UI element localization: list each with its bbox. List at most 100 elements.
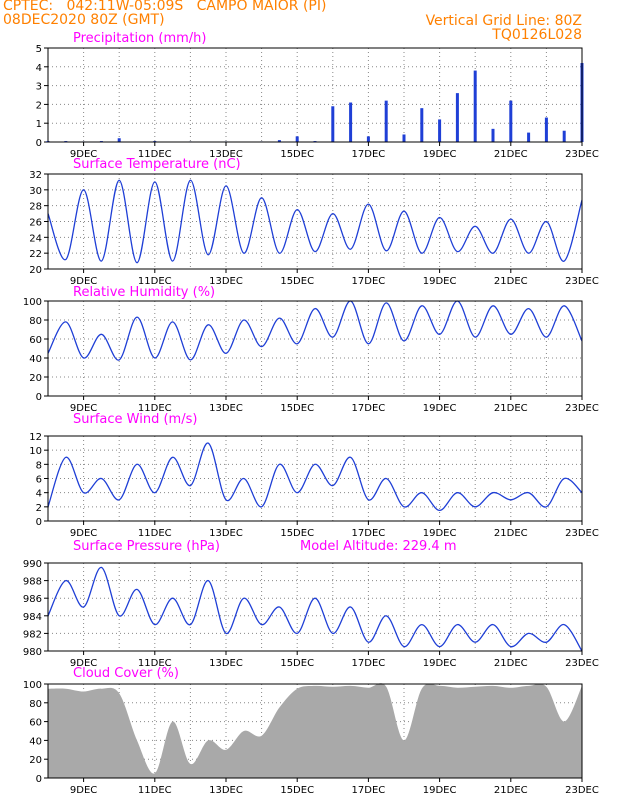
precip-ytick-label: 5 [36,44,42,55]
pressure-xtick-label: 9DEC [70,658,97,669]
rh-frame [47,300,583,397]
precip-ytick-label: 2 [36,100,42,111]
temp-ytick-label: 28 [29,202,42,213]
precip-title: Precipitation (mm/h) [73,31,206,46]
precip-bar [438,119,442,142]
rh-xtick-label: 17DEC [352,403,386,414]
rh-ytick-label: 60 [29,335,42,346]
rh-xtick-label: 13DEC [209,403,243,414]
temp-xtick-label: 15DEC [280,276,314,287]
precip-xtick-label: 13DEC [209,149,243,160]
rh-xtick-label: 9DEC [70,403,97,414]
temp-title: Surface Temperature (nC) [73,157,241,172]
pressure-line [47,566,583,652]
wind-ytick-label: 2 [36,503,42,514]
precip-bar [384,100,388,142]
pressure-ytick-label: 984 [23,612,42,623]
pressure-panel: Surface Pressure (hPa) Model Altitude: 22… [23,539,599,669]
precip-bar [473,70,477,142]
precip-bar [366,136,370,142]
precip-xtick-label: 9DEC [70,149,97,160]
precip-bar [455,93,459,142]
cloud-ytick-label: 0 [36,774,42,785]
precip-xtick-label: 17DEC [352,149,386,160]
header-run-time: 08DEC2020 80Z (GMT) [3,12,165,28]
temp-ytick-label: 32 [29,170,42,181]
cloud-xtick-label: 19DEC [423,785,457,796]
rh-title: Relative Humidity (%) [73,285,215,300]
precip-ytick-label: 1 [36,119,42,130]
temp-ytick-label: 26 [29,218,42,229]
precip-xtick-label: 21DEC [494,149,528,160]
temp-ytick-label: 22 [29,249,42,260]
precip-bar [349,102,353,142]
cloud-xtick-label: 17DEC [352,785,386,796]
precip-frame [47,47,583,143]
temp-line [47,179,583,264]
pressure-ytick-label: 980 [23,647,42,658]
wind-ytick-label: 8 [36,460,42,471]
pressure-ytick-label: 986 [23,594,42,605]
wind-xtick-label: 17DEC [352,528,386,539]
wind-ytick-label: 0 [36,517,42,528]
rh-panel: Relative Humidity (%) 0 20 40 60 80 100 9DEC 11D… [23,285,599,414]
rh-ytick-label: 40 [29,354,42,365]
wind-frame [47,435,583,522]
wind-panel: Surface Wind (m/s) 0 2 4 6 8 10 12 9DEC 11DEC 13DE… [29,412,599,539]
pressure-ytick-label: 990 [23,559,42,570]
precip-xtick-label: 23DEC [565,149,599,160]
pressure-xtick-label: 17DEC [352,658,386,669]
precip-bar [562,130,566,142]
precip-ytick-label: 0 [36,138,42,149]
precip-xtick-label: 15DEC [280,149,314,160]
cloud-panel: Cloud Cover (%) 0 20 40 60 80 100 9DEC 11DEC 13DE… [23,666,599,796]
header-model: TQ0126L028 [492,27,582,43]
temp-xtick-label: 9DEC [70,276,97,287]
wind-title: Surface Wind (m/s) [73,412,197,427]
cloud-ytick-label: 40 [29,736,42,747]
cloud-area [48,683,582,778]
pressure-xtick-label: 19DEC [423,658,457,669]
pressure-xtick-label: 15DEC [280,658,314,669]
pressure-ytick-label: 982 [23,629,42,640]
precip-ytick-label: 4 [36,63,42,74]
wind-xtick-label: 19DEC [423,528,457,539]
rh-xtick-label: 19DEC [423,403,457,414]
temp-ytick-label: 20 [29,265,42,276]
cloud-ytick-label: 80 [29,699,42,710]
cloud-ytick-label: 20 [29,755,42,766]
header-grid-line: Vertical Grid Line: 80Z [425,13,582,29]
pressure-frame [47,562,583,652]
wind-xtick-label: 23DEC [565,528,599,539]
rh-ytick-label: 100 [23,297,42,308]
cloud-ytick-label: 100 [23,680,42,691]
precip-bar [544,117,548,142]
temp-xtick-label: 13DEC [209,276,243,287]
cloud-xtick-label: 23DEC [565,785,599,796]
pressure-extra-label: Model Altitude: 229.4 m [300,539,457,554]
rh-ytick-label: 20 [29,373,42,384]
precip-panel: Precipitation (mm/h) 0 1 2 3 4 5 9DEC 11DEC 13DEC… [36,31,599,160]
temp-xtick-label: 23DEC [565,276,599,287]
cloud-xtick-label: 21DEC [494,785,528,796]
temp-xtick-label: 11DEC [138,276,172,287]
temp-xtick-label: 19DEC [423,276,457,287]
pressure-xtick-label: 23DEC [565,658,599,669]
precip-bar [491,128,495,142]
rh-ytick-label: 80 [29,316,42,327]
precip-bar [295,136,299,142]
wind-xtick-label: 21DEC [494,528,528,539]
precip-bar [402,134,406,142]
cloud-ytick-label: 60 [29,718,42,729]
wind-ytick-label: 12 [29,432,42,443]
temp-ytick-label: 30 [29,186,42,197]
pressure-ytick-label: 988 [23,577,42,588]
pressure-xtick-label: 21DEC [494,658,528,669]
precip-xtick-label: 19DEC [423,149,457,160]
wind-line [47,442,583,512]
precip-bar [509,100,513,142]
rh-ytick-label: 0 [36,392,42,403]
precip-bar [527,132,531,142]
